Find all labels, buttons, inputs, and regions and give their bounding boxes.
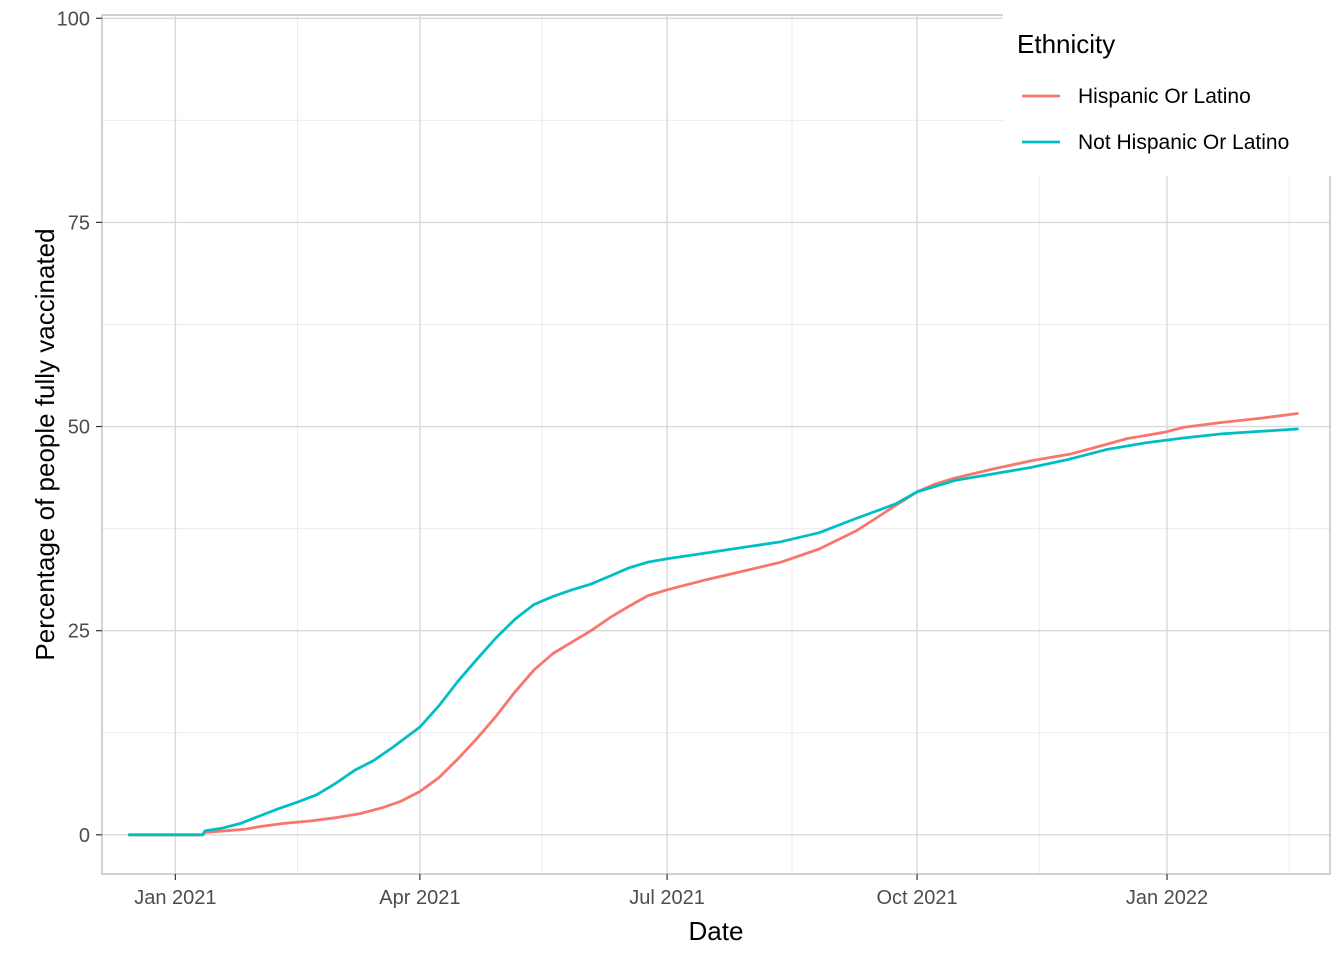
x-axis: Jan 2021 Apr 2021 Jul 2021 Oct 2021 Jan 2022 bbox=[134, 874, 1208, 909]
legend: Ethnicity Hispanic Or Latino Not Hispanic… bbox=[1003, 14, 1333, 176]
series-layer bbox=[127, 412, 1299, 837]
series-line-2 bbox=[127, 427, 1299, 837]
x-tick-label: Jul 2021 bbox=[629, 887, 705, 909]
y-tick-label: 50 bbox=[68, 417, 90, 439]
legend-label-1: Hispanic Or Latino bbox=[1078, 85, 1251, 108]
panel-border bbox=[101, 14, 1331, 875]
x-axis-title: Date bbox=[689, 916, 744, 946]
y-tick-label: 0 bbox=[79, 825, 90, 847]
x-tick-label: Jan 2022 bbox=[1126, 887, 1208, 909]
x-tick-label: Jan 2021 bbox=[134, 887, 216, 909]
x-tick-label: Oct 2021 bbox=[876, 887, 957, 909]
x-tick-label: Apr 2021 bbox=[379, 887, 460, 909]
major-gridlines bbox=[102, 15, 1330, 874]
series-line-1 bbox=[127, 412, 1299, 837]
y-tick-label: 100 bbox=[57, 8, 90, 30]
legend-title: Ethnicity bbox=[1017, 29, 1115, 59]
y-tick-label: 25 bbox=[68, 621, 90, 643]
legend-label-2: Not Hispanic Or Latino bbox=[1078, 131, 1289, 154]
y-axis-title: Percentage of people fully vaccinated bbox=[30, 228, 60, 660]
legend-items: Hispanic Or Latino Not Hispanic Or Latino bbox=[1022, 85, 1289, 154]
y-axis: 0 25 50 75 100 bbox=[57, 8, 102, 847]
y-tick-label: 75 bbox=[68, 212, 90, 234]
